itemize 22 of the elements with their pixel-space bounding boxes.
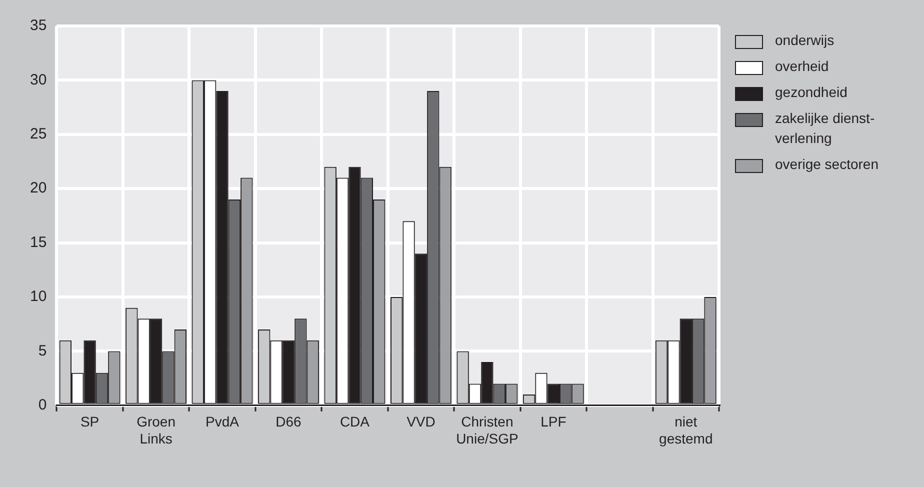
y-tick-label: 25 [30, 126, 47, 143]
y-tick-label: 35 [30, 17, 47, 34]
legend-label: overheid [775, 57, 830, 76]
y-tick-label: 15 [30, 234, 47, 251]
x-tick-label: LPF [540, 414, 566, 430]
x-tick-label: SP [80, 414, 100, 430]
y-tick-label: 5 [38, 342, 47, 360]
y-tick-label: 30 [30, 71, 47, 88]
x-tick-label: PvdA [206, 414, 240, 430]
x-tick-label: Christen Unie/SGP [456, 414, 518, 446]
x-tick-label: D66 [276, 414, 302, 430]
x-tick-label: niet gestemd [659, 414, 713, 446]
x-tick-label: CDA [340, 414, 370, 430]
y-tick-label: 10 [30, 288, 47, 306]
legend-label: gezondheid [775, 83, 848, 102]
y-tick-label: 20 [30, 180, 47, 197]
y-tick-label: 0 [38, 396, 47, 414]
x-tick-label: VVD [406, 414, 436, 430]
legend-label: zakelijke dienst-verlening [775, 109, 876, 148]
legend-label: onderwijs [775, 31, 836, 50]
legend-label: overige sectoren [775, 155, 880, 174]
x-tick-label: Groen Links [136, 414, 176, 446]
